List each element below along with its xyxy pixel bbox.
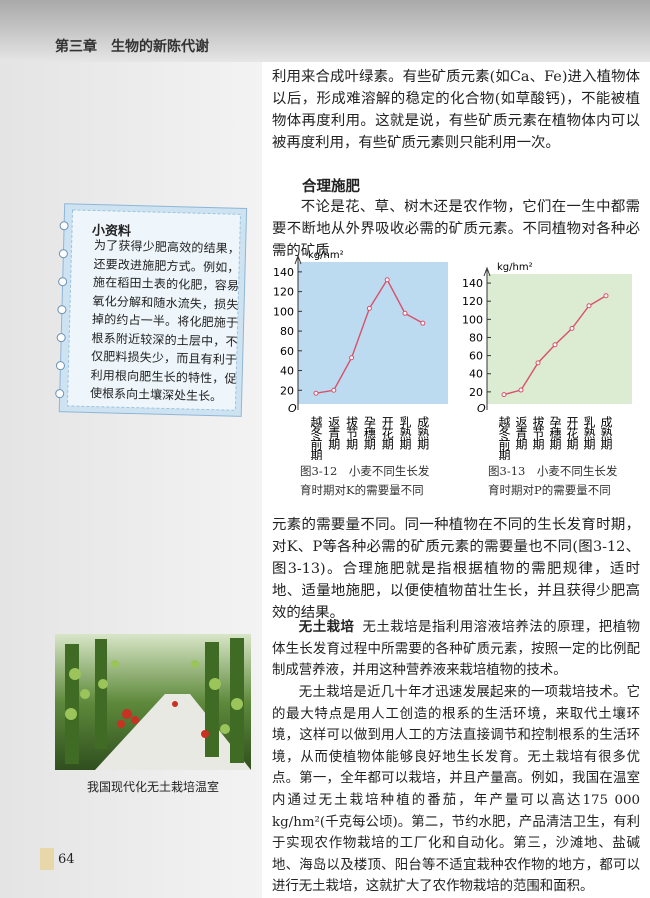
data-point	[552, 342, 558, 348]
x-tick-label: 越冬前期	[497, 416, 511, 460]
y-tick-label: 120	[462, 295, 483, 308]
header-title: 第三章 生物的新陈代谢	[55, 39, 209, 55]
y-tick-label: 60	[280, 345, 294, 358]
y-tick-label: 20	[469, 386, 483, 399]
x-tick-label: 返青期	[327, 416, 341, 450]
x-tick-label: 拔节期	[345, 415, 359, 450]
data-point	[420, 320, 426, 326]
y-tick-label: 80	[469, 331, 483, 344]
paragraph: 利用来合成叶绿素。有些矿质元素(如Ca、Fe)进入植物体以后，形成难溶解的稳定的…	[272, 69, 640, 151]
x-tick-label: 孕穗期	[548, 416, 562, 450]
x-tick-label: 孕穗期	[362, 416, 376, 450]
x-tick-label: 乳熟期	[398, 416, 412, 450]
x-tick-label: 越冬前期	[309, 416, 323, 460]
section-heading: 合理施肥	[302, 179, 360, 195]
plot-background	[298, 262, 448, 404]
term: 无土栽培	[298, 620, 355, 635]
y-tick-label: 120	[273, 286, 294, 299]
y-tick-label: 100	[462, 313, 483, 326]
x-tick-label: 成熟期	[599, 416, 613, 450]
origin-label: O	[288, 402, 297, 415]
hydroponics-definition: 无土栽培 无土栽培是指利用溶液培养法的原理，把植物体生长发育过程中所需要的各种矿质…	[272, 617, 640, 682]
y-tick-label: 140	[462, 277, 483, 290]
data-point	[313, 390, 319, 396]
x-tick-label: 乳熟期	[582, 416, 596, 450]
y-axis-label: kg/hm²	[308, 250, 344, 261]
x-tick-label: 返青期	[514, 416, 528, 450]
x-tick-label: 拔节期	[531, 415, 545, 450]
data-point	[501, 392, 507, 398]
y-tick-label: 40	[280, 365, 294, 378]
definition: 无土栽培是指利用溶液培养法的原理，把植物体生长发育过程中所需要的各种矿质元素，按…	[272, 620, 641, 679]
y-axis-arrow	[483, 266, 491, 277]
figure-caption: 图3-12 小麦不同生长发育时期对K的需要量不同	[300, 464, 430, 497]
data-point	[586, 303, 592, 309]
data-point	[366, 305, 372, 311]
y-tick-label: 60	[469, 350, 483, 363]
data-point	[535, 360, 541, 366]
plot-background	[487, 274, 632, 404]
data-point	[518, 387, 524, 393]
figure-caption: 图3-13 小麦不同生长发育时期对P的需要量不同	[488, 464, 618, 497]
data-point	[402, 310, 408, 316]
page-number: 64	[58, 852, 75, 867]
data-point	[349, 355, 355, 361]
photo-caption: 我国现代化无土栽培温室	[86, 780, 219, 794]
x-tick-label: 开花期	[565, 416, 579, 450]
y-axis-arrow	[294, 254, 302, 265]
y-tick-label: 20	[280, 384, 294, 397]
greenhouse-photo	[55, 634, 251, 770]
y-tick-label: 40	[469, 368, 483, 381]
y-tick-label: 80	[280, 325, 294, 338]
x-tick-label: 开花期	[380, 416, 394, 450]
paragraph: 无土栽培是近几十年才迅速发展起来的一项栽培技术。它的最大特点是用人工创造的根系的…	[272, 685, 640, 895]
data-point	[384, 277, 390, 283]
origin-label: O	[477, 402, 486, 415]
paragraph: 不论是花、草、树木还是农作物，它们在一生中都需要不断地从外界吸收必需的矿质元素。…	[272, 199, 640, 259]
page-corner	[40, 848, 54, 870]
paragraph: 元素的需要量不同。同一种植物在不同的生长发育时期，对K、P等各种必需的矿质元素的…	[272, 517, 640, 621]
y-axis-label: kg/hm²	[497, 262, 533, 273]
x-tick-label: 成熟期	[416, 416, 430, 450]
data-point	[603, 293, 609, 299]
data-point	[569, 325, 575, 331]
y-tick-label: 100	[273, 305, 294, 318]
header-band	[0, 0, 650, 62]
data-point	[331, 387, 337, 393]
y-tick-label: 140	[273, 266, 294, 279]
note-card	[55, 203, 248, 417]
